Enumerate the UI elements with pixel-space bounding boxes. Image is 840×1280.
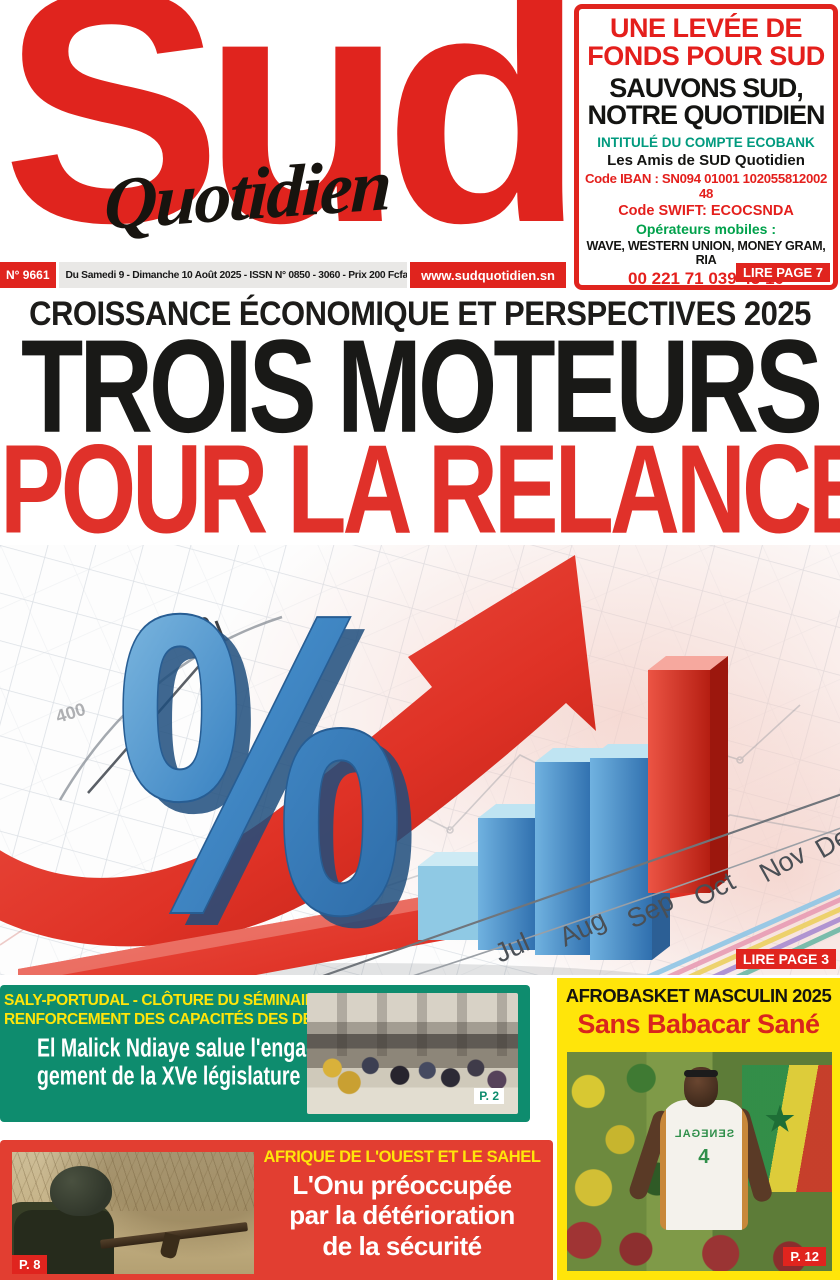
sahel-headline: L'Onu préoccupée par la détérioration de… [258,1170,546,1261]
bar-chart-bars [418,656,728,960]
account-name: Les Amis de SUD Quotidien [607,152,805,170]
mobile-operators: WAVE, WESTERN UNION, MONEY GRAM, RIA [586,239,826,268]
soldier-photo [12,1152,254,1274]
fundraising-subtitle-line1: SAUVONS SUD, [609,73,804,104]
afrobasket-story: AFROBASKET MASCULIN 2025 Sans Babacar Sa… [557,978,840,1280]
fundraising-title-line2: FONDS POUR SUD [587,40,825,71]
account-label: INTITULÉ DU COMPTE ECOBANK [597,135,815,151]
conference-room-pillars [307,993,518,1056]
seminar-headline-line1: El Malick Ndiaye salue l'enga- [37,1033,313,1063]
growth-chart-illustration: 600 500 400 % % [0,545,840,975]
afrobasket-headline: Sans Babacar Sané [577,1009,820,1039]
seminar-headline-line2: gement de la XVe législature [37,1061,301,1091]
hero-illustration: 600 500 400 % % [0,545,840,975]
mobile-operators-label: Opérateurs mobiles : [635,221,777,238]
lire-page-3-badge[interactable]: LIRE PAGE 3 [735,949,836,969]
logo-sud-text: Sud [2,0,566,258]
lead-headline-line1: TROIS MOTEURS [20,312,823,461]
lead-headline-line2: POUR LA RELANCE [0,418,840,560]
fundraising-box: UNE LEVÉE DE FONDS POUR SUD SAUVONS SUD,… [574,4,838,290]
bottom-stories: SALY-PORTUDAL - CLÔTURE DU SÉMINAIRE DE … [0,975,840,1280]
page-ref-badge-p12[interactable]: P. 12 [783,1247,826,1266]
masthead: Sud Quotidien N° 9661 Du Samedi 9 - Dima… [0,0,840,290]
jersey-number: 4 [698,1146,710,1169]
growth-arrow [0,555,596,947]
issue-number-badge: N° 9661 [0,262,56,288]
fundraising-title-line1: UNE LEVÉE DE [609,13,803,43]
soldier-helmet [50,1166,112,1216]
page-ref-badge-p2[interactable]: P. 2 [474,1088,504,1104]
sahel-headline-line2: par la détérioration [289,1200,515,1231]
sahel-kicker: AFRIQUE DE L'OUEST ET LE SAHEL [263,1148,541,1166]
seminar-photo: P. 2 [307,993,518,1114]
seminar-story: SALY-PORTUDAL - CLÔTURE DU SÉMINAIRE DE … [0,985,530,1122]
svg-text:%: % [130,545,421,975]
player-jersey: SENEGAL 4 [659,1100,748,1231]
iban-code: Code IBAN : SN094 01001 102055812002 48 [584,171,828,202]
sahel-story: P. 8 AFRIQUE DE L'OUEST ET LE SAHEL L'On… [0,1140,553,1280]
seminar-headline: El Malick Ndiaye salue l'enga- gement de… [4,1033,313,1091]
seminar-text: SALY-PORTUDAL - CLÔTURE DU SÉMINAIRE DE … [4,992,363,1091]
date-line: Du Samedi 9 - Dimanche 10 Août 2025 - IS… [58,262,408,288]
afrobasket-kicker: AFROBASKET MASCULIN 2025 [565,985,832,1006]
jersey-name: SENEGAL [673,1128,734,1141]
seminar-kicker: SALY-PORTUDAL - CLÔTURE DU SÉMINAIRE DE … [4,992,363,1030]
lire-page-7-badge[interactable]: LIRE PAGE 7 [736,263,830,282]
sahel-text: AFRIQUE DE L'OUEST ET LE SAHEL L'Onu pré… [258,1148,546,1261]
svg-text:%: % [115,545,406,975]
page-ref-badge-p8[interactable]: P. 8 [12,1255,48,1274]
basketball-photo: SENEGAL 4 P. 12 [567,1052,832,1271]
fundraising-title: UNE LEVÉE DE FONDS POUR SUD [579,13,833,71]
player-headband [683,1069,718,1077]
sahel-headline-line1: L'Onu préoccupée [292,1170,512,1200]
percent-symbol: % % [114,545,421,975]
logo-quotidien-text: Quotidien [102,143,392,247]
bar-red [648,656,728,893]
sahel-headline-line3: de la sécurité [322,1230,482,1261]
seminar-kicker-line1: SALY-PORTUDAL - CLÔTURE DU SÉMINAIRE DE [4,992,351,1009]
issue-strip: N° 9661 Du Samedi 9 - Dimanche 10 Août 2… [0,262,566,288]
swift-code: Code SWIFT: ECOCSNDA [618,203,794,220]
lead-kicker: CROISSANCE ÉCONOMIQUE ET PERSPECTIVES 20… [29,293,811,334]
website-badge[interactable]: www.sudquotidien.sn [410,262,566,288]
fundraising-subtitle-line2: NOTRE QUOTIDIEN [587,100,825,131]
fundraising-subtitle: SAUVONS SUD, NOTRE QUOTIDIEN [579,75,833,129]
newspaper-logo: Sud Quotidien [0,0,566,258]
lead-story: CROISSANCE ÉCONOMIQUE ET PERSPECTIVES 20… [0,290,840,975]
seminar-kicker-line2: RENFORCEMENT DES CAPACITÉS DES DÉPUTÉS [4,1010,363,1028]
